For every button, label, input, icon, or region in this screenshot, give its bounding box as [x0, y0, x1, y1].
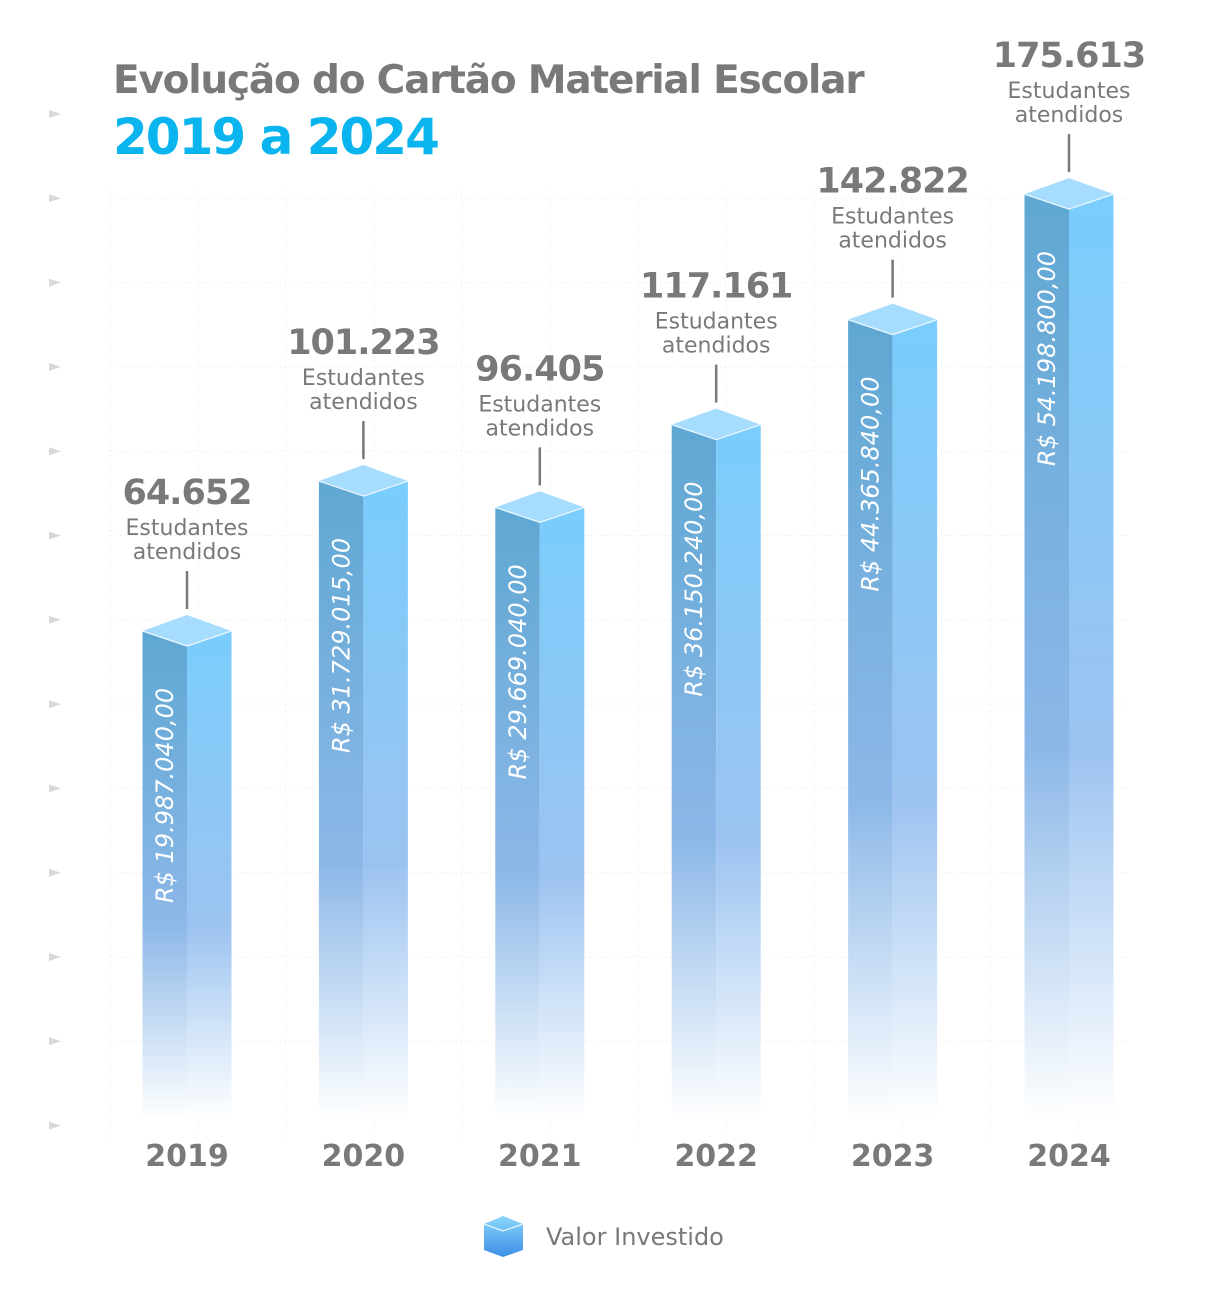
bar-left-face	[848, 319, 893, 1120]
side-arrow-icon	[49, 1037, 61, 1046]
bar-top-edge	[142, 630, 232, 647]
x-tick-label: 2020	[322, 1139, 406, 1174]
bar-right-face	[716, 424, 761, 1121]
x-tick-label: 2019	[145, 1139, 229, 1174]
students-count: 142.822	[816, 162, 968, 202]
students-caption: atendidos	[486, 416, 595, 441]
students-caption: Estudantes	[478, 392, 601, 417]
students-count: 175.613	[993, 36, 1145, 76]
bar-top-edge	[847, 319, 938, 336]
legend-cube-icon	[483, 1216, 524, 1257]
students-caption: atendidos	[838, 229, 947, 254]
side-arrow-icon	[49, 1121, 61, 1130]
side-arrow-icon	[49, 868, 61, 877]
bars: R$ 19.987.040,0064.652Estudantesatendido…	[122, 36, 1146, 1174]
bar-value-label: R$ 44.365.840,00	[857, 377, 885, 592]
bar-2021: R$ 29.669.040,00 96.405 Estudantesatendido…	[475, 349, 605, 1174]
bar-right-face	[1069, 194, 1114, 1120]
students-caption: Estudantes	[1008, 79, 1131, 104]
x-tick-label: 2022	[674, 1139, 758, 1174]
students-caption: Estudantes	[302, 366, 425, 391]
bar-top-edge	[318, 480, 409, 497]
bar-left-face	[1024, 194, 1069, 1120]
bar-right-face	[539, 507, 585, 1120]
side-arrow-icon	[49, 615, 61, 624]
bar-top-edge	[671, 423, 761, 441]
chart-subtitle: 2019 a 2024	[113, 108, 440, 166]
chart-title: Evolução do Cartão Material Escolar	[113, 58, 865, 103]
students-caption: atendidos	[133, 540, 242, 565]
bar-2022: R$ 36.150.240,00 117.161 Estudantesatendid…	[640, 267, 793, 1174]
side-arrow-icon	[49, 278, 61, 287]
bar-right-face	[892, 319, 938, 1120]
side-arrow-icon	[49, 194, 61, 203]
side-arrow-icon	[49, 700, 61, 709]
students-caption: Estudantes	[831, 205, 954, 230]
students-caption: Estudantes	[655, 310, 778, 335]
x-tick-label: 2024	[1027, 1139, 1111, 1174]
x-tick-label: 2021	[498, 1139, 582, 1174]
students-count: 64.652	[122, 473, 251, 513]
legend: Valor Investido	[482, 1216, 724, 1258]
side-arrow-icon	[49, 531, 61, 540]
bar-2023: R$ 44.365.840,00 142.822 Estudantesatendid…	[816, 162, 969, 1174]
side-arrow-icon	[49, 953, 61, 961]
bar-left-face	[318, 481, 364, 1121]
bar-left-face	[142, 631, 187, 1120]
students-count: 101.223	[287, 323, 439, 363]
bar-top-edge	[495, 506, 585, 524]
bar-value-label: R$ 54.198.800,00	[1033, 251, 1061, 466]
bar-value-label: R$ 19.987.040,00	[151, 688, 179, 903]
bar-right-face	[187, 631, 232, 1120]
bar-top-edge	[1024, 193, 1114, 210]
x-tick-label: 2023	[851, 1139, 935, 1174]
bar-2019: R$ 19.987.040,00 64.652 Estudantesatendido…	[122, 473, 252, 1174]
students-caption: atendidos	[309, 390, 418, 415]
bar-value-label: R$ 29.669.040,00	[504, 564, 532, 779]
legend-label: Valor Investido	[546, 1223, 724, 1251]
bar-left-face	[495, 507, 540, 1120]
side-arrow-icon	[49, 447, 61, 456]
side-arrow-icon	[49, 784, 61, 793]
bar-2020: R$ 31.729.015,00 101.223 Estudantesatendid…	[287, 323, 440, 1174]
bar-2024: R$ 54.198.800,00 175.613 Estudantesatendid…	[993, 36, 1146, 1174]
side-arrow-icon	[49, 362, 61, 371]
bar-value-label: R$ 31.729.015,00	[327, 538, 355, 753]
students-caption: atendidos	[662, 334, 771, 359]
students-count: 96.405	[475, 349, 604, 389]
bar-value-label: R$ 36.150.240,00	[680, 481, 708, 696]
students-caption: Estudantes	[126, 516, 249, 541]
students-count: 117.161	[640, 267, 792, 307]
bar-right-face	[363, 481, 408, 1121]
bar-left-face	[671, 424, 717, 1121]
side-arrow-icon	[49, 110, 61, 118]
students-caption: atendidos	[1015, 103, 1124, 128]
